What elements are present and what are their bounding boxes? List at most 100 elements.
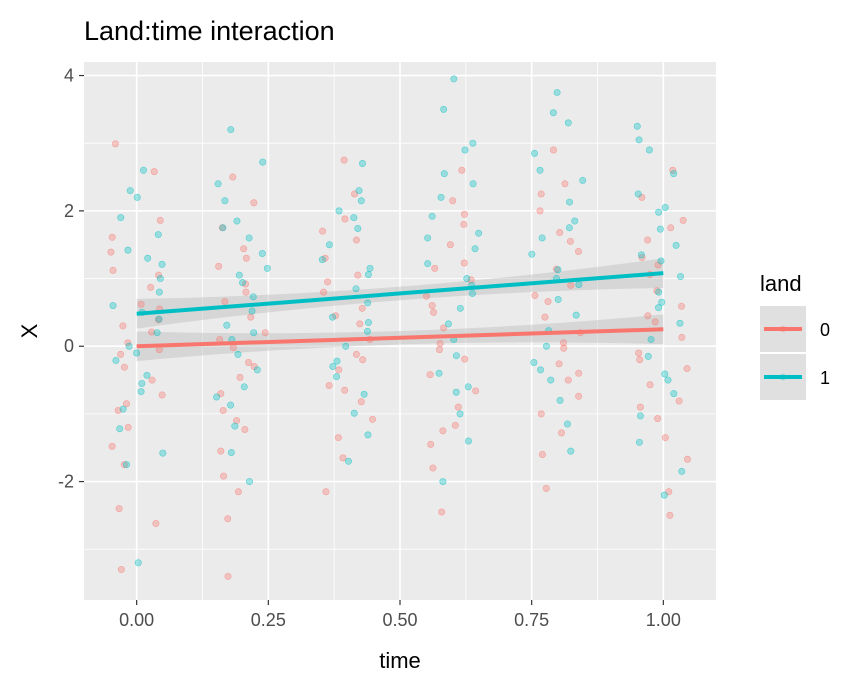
scatter-point-1 [437,193,445,201]
scatter-point-1 [124,246,132,254]
scatter-point-1 [637,251,645,259]
scatter-point-1 [464,437,472,445]
scatter-point-0 [247,313,255,321]
scatter-point-0 [229,173,237,181]
scatter-point-0 [567,281,575,289]
scatter-point-0 [250,199,258,207]
scatter-point-0 [224,515,232,523]
x-tick-label: 0.00 [119,610,154,630]
scatter-point-1 [536,166,544,174]
scatter-point-1 [342,342,350,350]
scatter-point-0 [566,237,574,245]
scatter-point-1 [661,203,669,211]
scatter-point-1 [116,425,124,433]
scatter-point-1 [670,390,678,398]
scatter-point-0 [636,356,644,364]
scatter-point-0 [458,166,466,174]
scatter-point-1 [231,422,239,430]
scatter-point-1 [125,342,133,350]
scatter-point-1 [571,217,579,225]
scatter-point-1 [528,250,536,258]
scatter-point-1 [556,396,564,404]
scatter-point-1 [452,388,460,396]
scatter-point-0 [122,400,130,408]
scatter-point-0 [538,451,546,459]
scatter-point-1 [214,180,222,188]
scatter-point-0 [638,254,646,262]
scatter-point-0 [555,360,563,368]
scatter-point-0 [446,241,454,249]
scatter-point-1 [221,197,229,205]
scatter-point-1 [245,478,253,486]
scatter-point-1 [547,376,555,384]
scatter-point-1 [554,296,562,304]
scatter-point-0 [564,376,572,384]
x-tick-label: 0.75 [514,610,549,630]
scatter-point-0 [635,349,643,357]
scatter-point-0 [436,340,444,348]
scatter-point-0 [560,339,568,347]
scatter-point-1 [318,256,326,264]
scatter-point-1 [350,409,358,417]
scatter-point-0 [341,215,349,223]
scatter-point-0 [358,304,366,312]
scatter-point-1 [469,139,477,147]
scatter-point-1 [144,254,152,262]
scatter-point-1 [440,105,448,113]
legend-key-point-1 [779,373,787,381]
scatter-point-1 [678,467,686,475]
y-tick-label: -2 [58,472,74,492]
scatter-point-0 [156,216,164,224]
scatter-point-1 [227,448,235,456]
scatter-point-1 [440,170,448,178]
scatter-point-1 [538,234,546,242]
scatter-point-0 [575,392,583,400]
scatter-point-1 [565,224,573,232]
scatter-point-0 [574,247,582,255]
scatter-point-0 [440,324,448,332]
scatter-point-1 [109,302,117,310]
scatter-point-0 [678,302,686,310]
scatter-point-0 [675,397,683,405]
scatter-point-1 [664,376,672,384]
scatter-point-1 [355,187,363,195]
scatter-point-0 [240,245,248,253]
scatter-point-1 [424,234,432,242]
scatter-point-1 [358,160,366,168]
scatter-point-0 [544,298,552,306]
scatter-point-0 [661,434,669,442]
scatter-point-1 [464,383,472,391]
scatter-point-1 [364,319,372,327]
scatter-point-0 [354,271,362,279]
scatter-point-1 [250,329,258,337]
scatter-point-0 [158,391,166,399]
scatter-point-0 [148,376,156,384]
scatter-point-1 [234,350,242,358]
scatter-point-1 [239,279,247,287]
scatter-point-1 [452,352,460,360]
scatter-point-1 [155,315,163,323]
scatter-point-0 [651,318,659,326]
scatter-point-0 [636,403,644,411]
legend: land 01 [760,271,830,400]
scatter-point-0 [460,220,468,228]
scatter-point-1 [333,357,341,365]
scatter-point-0 [339,454,347,462]
scatter-point-1 [647,335,655,343]
scatter-point-0 [683,455,691,463]
scatter-point-1 [579,176,587,184]
scatter-point-0 [679,216,687,224]
scatter-point-0 [340,156,348,164]
scatter-point-1 [469,180,477,188]
scatter-point-1 [133,193,141,201]
scatter-point-1 [636,412,644,420]
scatter-point-0 [242,288,250,296]
scatter-point-0 [449,197,457,205]
x-tick-label: 0.50 [382,610,417,630]
scatter-point-0 [678,333,686,341]
scatter-point-1 [670,170,678,178]
scatter-point-0 [460,210,468,218]
x-axis-ticks: 0.00 0.25 0.50 0.75 1.00 [119,600,681,630]
scatter-point-0 [242,254,250,262]
scatter-point-1 [366,264,374,272]
